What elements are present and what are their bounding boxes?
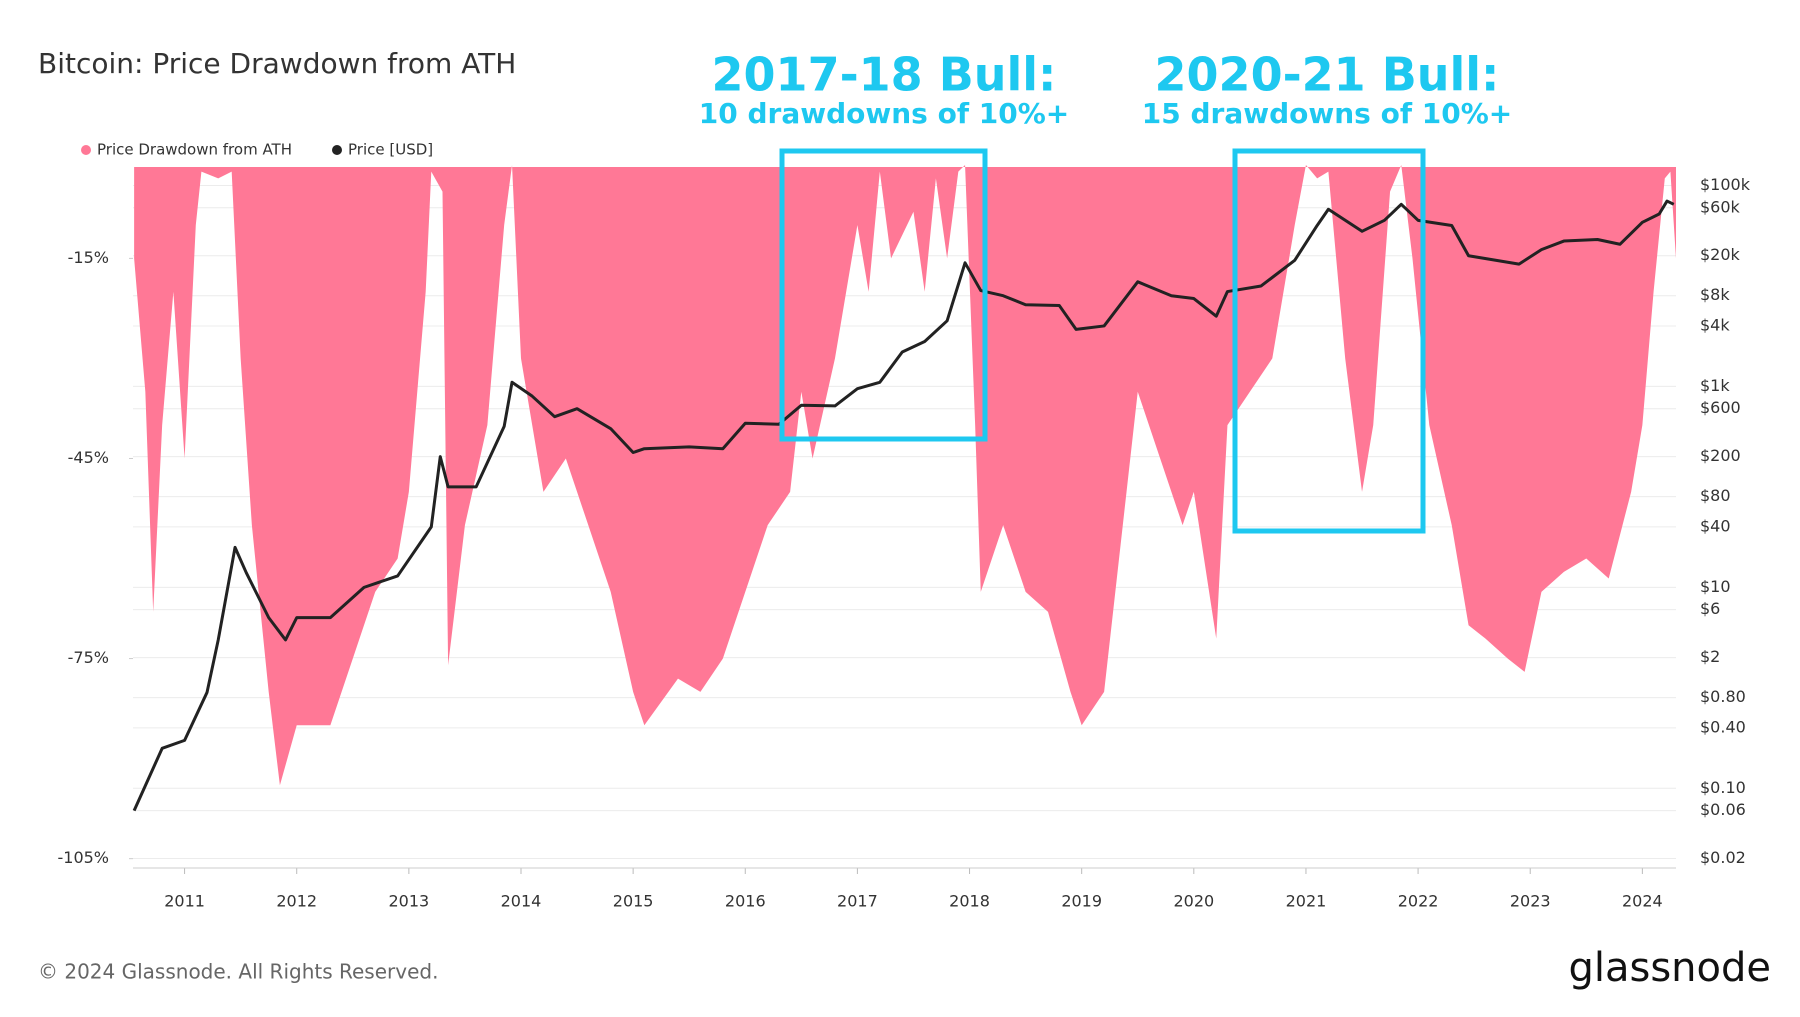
y2-tick-label: $6	[1700, 599, 1720, 618]
x-tick-label: 2018	[949, 892, 990, 911]
y2-tick-label: $1k	[1700, 376, 1730, 395]
legend-swatch	[81, 145, 91, 155]
y2-tick-label: $20k	[1700, 245, 1741, 264]
annotation-title: 2017-18 Bull:	[712, 48, 1057, 102]
y-tick-label: -75%	[68, 648, 109, 667]
drawdown-area	[134, 164, 1677, 786]
legend-label: Price Drawdown from ATH	[97, 141, 292, 159]
y2-tick-label: $200	[1700, 446, 1741, 465]
y-tick-label: -15%	[68, 248, 109, 267]
y2-tick-label: $0.40	[1700, 717, 1746, 736]
legend-label: Price [USD]	[348, 141, 433, 159]
y2-tick-label: $4k	[1700, 315, 1730, 334]
x-tick-label: 2014	[501, 892, 542, 911]
plot: $100k $60k $20k $8k $4k $1k $600 $200 $80 $40 $10 $…	[57, 164, 1751, 911]
annotation-text: 10 drawdowns of 10%+	[699, 97, 1069, 130]
x-tick-label: 2011	[164, 892, 205, 911]
annotation-box	[1232, 148, 1426, 534]
annotation-box	[779, 148, 988, 442]
y2-tick-label: $60k	[1700, 197, 1741, 216]
x-tick-label: 2013	[388, 892, 429, 911]
y2-tick-label: $40	[1700, 516, 1731, 535]
x-tick-label: 2016	[725, 892, 766, 911]
annotation-text: 15 drawdowns of 10%+	[1142, 97, 1512, 130]
footer: © 2024 Glassnode. All Rights Reserved.	[38, 960, 438, 984]
x-tick-label: 2022	[1398, 892, 1439, 911]
legend-swatch	[332, 145, 342, 155]
y-tick-label: -105%	[57, 848, 109, 867]
y2-tick-label: $2	[1700, 647, 1720, 666]
y2-tick-label: $8k	[1700, 285, 1730, 304]
y2-tick-label: $80	[1700, 486, 1731, 505]
x-tick-label: 2015	[613, 892, 654, 911]
y2-tick-label: $100k	[1700, 175, 1751, 194]
x-tick-label: 2020	[1173, 892, 1214, 911]
x-tick-label: 2021	[1286, 892, 1327, 911]
x-tick-label: 2012	[276, 892, 317, 911]
y-tick-label: -45%	[68, 448, 109, 467]
x-tick-label: 2023	[1510, 892, 1551, 911]
chart-title: Bitcoin: Price Drawdown from ATH	[38, 47, 516, 80]
x-tick-label: 2017	[837, 892, 878, 911]
y2-tick-label: $600	[1700, 398, 1741, 417]
y2-tick-label: $0.80	[1700, 687, 1746, 706]
y2-tick-label: $10	[1700, 577, 1731, 596]
price-line	[132, 199, 1675, 812]
y2-tick-label: $0.02	[1700, 848, 1746, 867]
y2-tick-label: $0.10	[1700, 778, 1746, 797]
y2-tick-label: $0.06	[1700, 800, 1746, 819]
x-tick-label: 2019	[1061, 892, 1102, 911]
logo: glassnode	[1568, 945, 1771, 991]
annotation-title: 2020-21 Bull:	[1155, 48, 1500, 102]
x-tick-label: 2024	[1622, 892, 1663, 911]
